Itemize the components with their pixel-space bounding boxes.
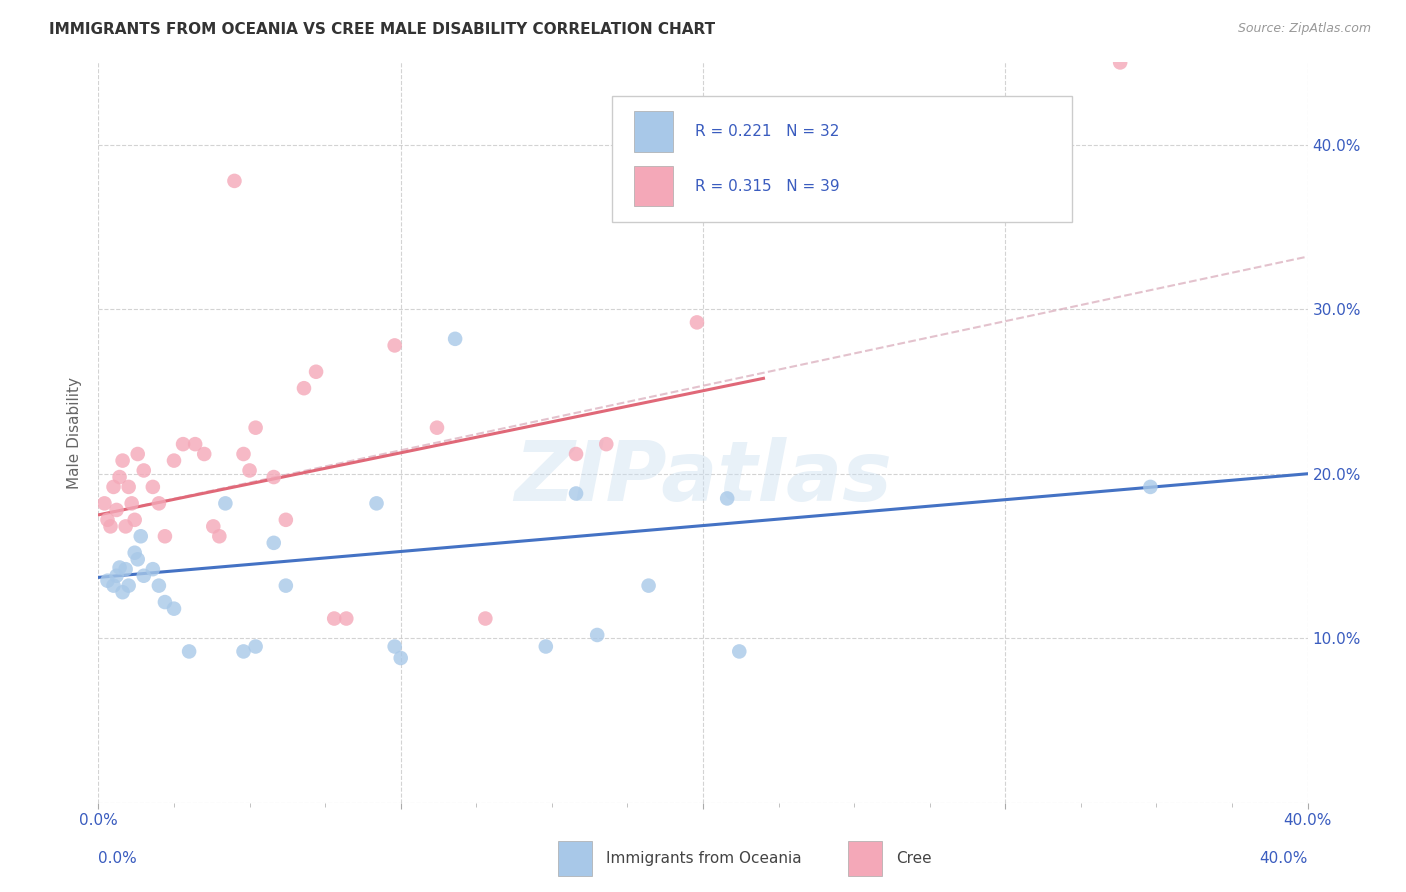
Point xyxy=(728,644,751,658)
Point xyxy=(389,651,412,665)
Point xyxy=(132,568,155,582)
Point xyxy=(153,529,176,543)
Text: R = 0.315   N = 39: R = 0.315 N = 39 xyxy=(695,178,839,194)
Point xyxy=(108,470,131,484)
Point xyxy=(163,601,186,615)
Text: 0.0%: 0.0% xyxy=(98,851,138,866)
Point xyxy=(127,552,149,566)
Text: R = 0.221   N = 32: R = 0.221 N = 32 xyxy=(695,124,839,139)
Point xyxy=(384,338,406,352)
Point xyxy=(127,447,149,461)
Point xyxy=(105,568,128,582)
Point xyxy=(474,611,496,625)
Point xyxy=(105,503,128,517)
Point xyxy=(263,536,285,550)
Point xyxy=(96,513,118,527)
Point xyxy=(118,579,141,593)
Point xyxy=(232,447,254,461)
Point xyxy=(565,447,588,461)
Point xyxy=(245,640,267,654)
Point xyxy=(426,420,449,434)
Point xyxy=(335,611,357,625)
Point xyxy=(111,453,134,467)
Point xyxy=(118,480,141,494)
Bar xyxy=(634,166,673,206)
Point xyxy=(444,332,467,346)
Text: Source: ZipAtlas.com: Source: ZipAtlas.com xyxy=(1237,22,1371,36)
Point xyxy=(114,562,136,576)
Point xyxy=(96,574,118,588)
Text: Immigrants from Oceania: Immigrants from Oceania xyxy=(606,851,801,866)
Y-axis label: Male Disability: Male Disability xyxy=(67,376,83,489)
Point xyxy=(534,640,557,654)
Point xyxy=(114,519,136,533)
Point xyxy=(172,437,194,451)
Point xyxy=(586,628,609,642)
Point xyxy=(274,579,297,593)
Point xyxy=(142,480,165,494)
Point xyxy=(103,579,125,593)
Point xyxy=(124,513,146,527)
Point xyxy=(100,519,122,533)
Point xyxy=(637,579,659,593)
Point xyxy=(366,496,388,510)
Point xyxy=(121,496,143,510)
Text: Cree: Cree xyxy=(897,851,932,866)
Point xyxy=(108,560,131,574)
Point xyxy=(1139,480,1161,494)
Point xyxy=(274,513,297,527)
Bar xyxy=(848,840,882,876)
Point xyxy=(142,562,165,576)
Bar xyxy=(558,840,592,876)
Bar xyxy=(634,111,673,152)
Point xyxy=(193,447,215,461)
Point xyxy=(686,315,709,329)
Point xyxy=(208,529,231,543)
Text: IMMIGRANTS FROM OCEANIA VS CREE MALE DISABILITY CORRELATION CHART: IMMIGRANTS FROM OCEANIA VS CREE MALE DIS… xyxy=(49,22,716,37)
Point xyxy=(111,585,134,599)
Point xyxy=(93,496,115,510)
Point xyxy=(224,174,246,188)
Point xyxy=(323,611,346,625)
Point xyxy=(214,496,236,510)
Point xyxy=(595,437,617,451)
Point xyxy=(103,480,125,494)
Text: ZIPatlas: ZIPatlas xyxy=(515,436,891,517)
Point xyxy=(245,420,267,434)
Point xyxy=(153,595,176,609)
Point xyxy=(232,644,254,658)
Point xyxy=(263,470,285,484)
Point xyxy=(129,529,152,543)
Point xyxy=(163,453,186,467)
Point xyxy=(305,365,328,379)
Point xyxy=(239,463,262,477)
Point xyxy=(384,640,406,654)
Point xyxy=(179,644,201,658)
Point xyxy=(292,381,315,395)
Point xyxy=(1109,55,1132,70)
Point xyxy=(148,496,170,510)
Point xyxy=(124,546,146,560)
Text: 40.0%: 40.0% xyxy=(1260,851,1308,866)
Point xyxy=(184,437,207,451)
Point xyxy=(202,519,225,533)
Point xyxy=(132,463,155,477)
FancyBboxPatch shape xyxy=(613,95,1071,221)
Point xyxy=(716,491,738,506)
Point xyxy=(565,486,588,500)
Point xyxy=(148,579,170,593)
